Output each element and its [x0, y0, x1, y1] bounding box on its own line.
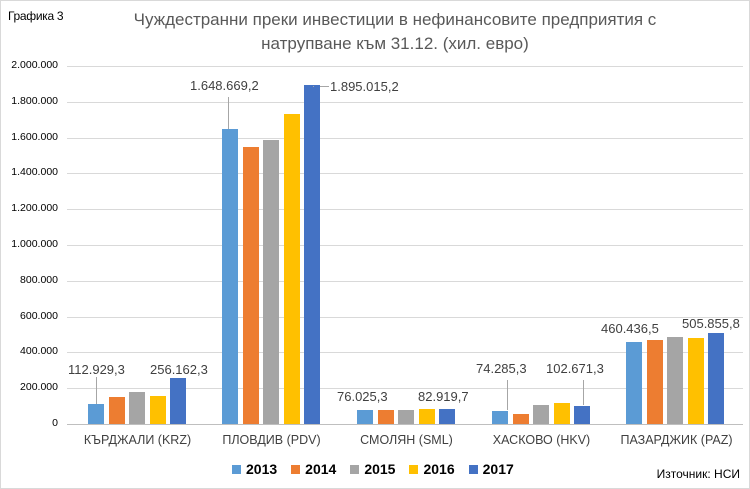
y-tick-label: 400.000 — [20, 345, 58, 358]
legend-label: 2014 — [305, 461, 337, 477]
bar-2017-4[interactable] — [708, 333, 724, 424]
gridline — [67, 280, 743, 282]
data-label: 1.648.669,2 — [190, 78, 259, 93]
y-tick-label: 600.000 — [20, 309, 58, 322]
bar-2016-0[interactable] — [149, 396, 166, 424]
title-line-1: Чуждестранни преки инвестиции в нефинанс… — [133, 10, 657, 29]
bar-2013-4[interactable] — [626, 341, 642, 424]
gridline — [67, 66, 743, 67]
y-tick-label: 1.000.000 — [11, 238, 58, 250]
gridline — [67, 137, 743, 139]
data-label: 256.162,3 — [150, 362, 208, 377]
bar-2013-0[interactable] — [88, 403, 104, 424]
bar-2015-0[interactable] — [129, 392, 145, 424]
bar-2017-0[interactable] — [170, 378, 186, 424]
bar-2016-3[interactable] — [553, 402, 570, 424]
leader-line — [320, 86, 329, 87]
legend-label: 2013 — [246, 461, 278, 477]
gridline — [67, 173, 743, 175]
leader-line — [228, 97, 229, 129]
title-line-2: натрупване към 31.12. (хил. евро) — [261, 34, 529, 53]
category-label-krz: КЪРДЖАЛИ (KRZ) — [83, 433, 192, 447]
legend-swatch-icon — [350, 464, 360, 474]
bar-2017-3[interactable] — [574, 405, 590, 424]
bar-2016-1[interactable] — [283, 114, 300, 424]
data-label: 76.025,3 — [337, 389, 388, 404]
legend-item-2015[interactable]: 2015 — [350, 461, 395, 477]
bar-2014-1[interactable] — [242, 147, 259, 424]
data-label: 505.855,8 — [682, 316, 740, 331]
data-label: 102.671,3 — [546, 361, 604, 376]
y-tick-label: 1.400.000 — [11, 166, 58, 179]
bar-2017-2[interactable] — [439, 409, 455, 424]
bar-2015-4[interactable] — [667, 337, 683, 424]
bar-2017-1[interactable] — [304, 84, 320, 424]
bar-2014-3[interactable] — [512, 413, 529, 424]
leader-line — [313, 86, 314, 87]
category-label-paz: ПАЗАРДЖИК (PAZ) — [620, 433, 733, 447]
y-tick-label: 1.800.000 — [11, 94, 58, 107]
bar-2014-0[interactable] — [108, 397, 125, 424]
source-note: Източник: НСИ — [656, 467, 740, 481]
bar-2013-1[interactable] — [222, 128, 238, 424]
legend-swatch-icon — [409, 464, 419, 474]
bar-2013-3[interactable] — [492, 410, 508, 424]
y-tick-label: 2.000.000 — [11, 59, 58, 71]
y-tick-label: 1.600.000 — [11, 130, 58, 143]
data-label: 74.285,3 — [476, 361, 527, 376]
legend-swatch-icon — [232, 464, 241, 474]
legend-item-2014[interactable]: 2014 — [291, 461, 336, 477]
bar-2015-1[interactable] — [263, 140, 279, 424]
legend-item-2013[interactable]: 2013 — [232, 461, 277, 477]
gridline — [67, 316, 743, 318]
bar-2013-2[interactable] — [357, 410, 373, 424]
gridline — [67, 352, 743, 354]
bar-2016-4[interactable] — [687, 338, 704, 424]
bar-2014-4[interactable] — [646, 339, 663, 424]
bar-2016-2[interactable] — [418, 408, 435, 424]
category-label-pdv: ПЛОВДИВ (PDV) — [222, 433, 321, 447]
leader-line — [507, 380, 508, 410]
data-label: 460.436,5 — [601, 321, 659, 336]
figure-label: Графика 3 — [8, 9, 64, 23]
legend-item-2017[interactable]: 2017 — [468, 461, 514, 477]
legend-swatch-icon — [468, 464, 478, 474]
gridline — [67, 245, 743, 246]
legend-swatch-icon — [291, 464, 301, 474]
category-label-hkv: ХАСКОВО (HKV) — [492, 433, 591, 447]
legend-label: 2015 — [364, 461, 396, 477]
data-label: 1.895.015,2 — [330, 79, 399, 94]
y-tick-label: 0 — [52, 417, 58, 429]
legend-label: 2016 — [423, 461, 455, 477]
gridline — [67, 101, 743, 103]
bar-2015-2[interactable] — [398, 410, 414, 424]
x-axis-line — [67, 424, 743, 425]
data-label: 112.929,3 — [68, 362, 125, 377]
data-label: 82.919,7 — [418, 389, 469, 404]
leader-line — [96, 377, 97, 404]
leader-line — [583, 380, 584, 405]
legend: 2013 2014 2015 2016 2017 — [232, 461, 514, 477]
y-tick-label: 1.200.000 — [11, 202, 58, 215]
chart-title: Чуждестранни преки инвестиции в нефинанс… — [80, 8, 710, 56]
category-label-sml: СМОЛЯН (SML) — [360, 433, 453, 447]
gridline — [67, 209, 743, 211]
gridline — [67, 388, 743, 390]
bar-2015-3[interactable] — [533, 404, 549, 424]
legend-item-2016[interactable]: 2016 — [409, 461, 455, 477]
bar-2014-2[interactable] — [377, 410, 394, 424]
y-tick-label: 800.000 — [20, 273, 58, 286]
y-tick-label: 200.000 — [20, 381, 58, 394]
legend-label: 2017 — [482, 461, 514, 477]
